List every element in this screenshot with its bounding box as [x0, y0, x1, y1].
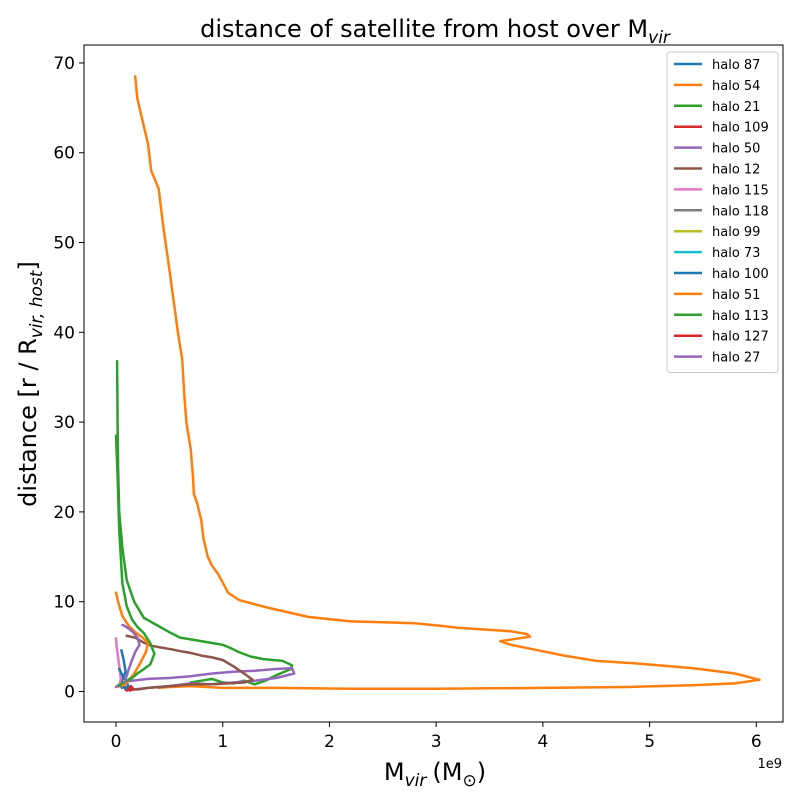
y-tick-label: 0	[64, 682, 75, 702]
legend-label: halo 50	[712, 142, 760, 157]
axes-frame	[83, 44, 784, 723]
legend-label: halo 118	[712, 204, 769, 219]
legend-label: halo 54	[712, 79, 760, 94]
legend-label: halo 99	[712, 225, 760, 240]
legend-label: halo 73	[712, 246, 760, 261]
chart-title: distance of satellite from host over Mvi…	[200, 15, 671, 48]
x-tick-label: 3	[431, 732, 442, 752]
legend: halo 87 halo 54 halo 21 halo 109 halo 50 halo…	[666, 51, 779, 373]
series-line-halo-27	[121, 623, 141, 684]
legend-label: halo 87	[712, 58, 760, 73]
x-tick-label: 0	[111, 732, 122, 752]
x-tick-label: 6	[751, 732, 762, 752]
x-axis-offset-text: 1e9	[757, 757, 782, 772]
x-axis-label: Mvir (M⊙)	[384, 758, 486, 791]
legend-label: halo 113	[712, 309, 769, 324]
legend-label: halo 109	[712, 121, 769, 136]
series-line-halo-115	[114, 637, 123, 689]
y-tick-label: 50	[53, 234, 75, 254]
y-tick-label: 40	[53, 323, 75, 343]
y-tick-label: 20	[53, 503, 75, 523]
x-tick-label: 1	[217, 732, 228, 752]
legend-label: halo 115	[712, 183, 769, 198]
y-tick-label: 30	[53, 413, 75, 433]
legend-label: halo 12	[712, 163, 760, 178]
series-line-halo-100	[117, 667, 131, 691]
series-line-halo-21	[115, 359, 294, 686]
y-tick-label: 60	[53, 144, 75, 164]
y-tick-label: 10	[53, 593, 75, 613]
legend-label: halo 127	[712, 330, 769, 345]
legend-label: halo 27	[712, 351, 760, 366]
x-tick-label: 2	[324, 732, 335, 752]
legend-label: halo 51	[712, 288, 760, 303]
series-group	[114, 75, 761, 692]
x-tick-label: 4	[537, 732, 548, 752]
legend-frame	[666, 51, 779, 373]
y-tick-label: 70	[53, 54, 75, 74]
series-line-halo-113	[114, 434, 156, 688]
series-line-halo-54	[133, 75, 761, 691]
x-tick-label: 5	[644, 732, 655, 752]
legend-label: halo 21	[712, 100, 760, 115]
y-axis-label: distance [r / Rvir, host]	[14, 261, 47, 507]
series-line-halo-12	[125, 634, 254, 691]
legend-label: halo 100	[712, 267, 769, 282]
series-line-halo-127	[127, 684, 135, 692]
